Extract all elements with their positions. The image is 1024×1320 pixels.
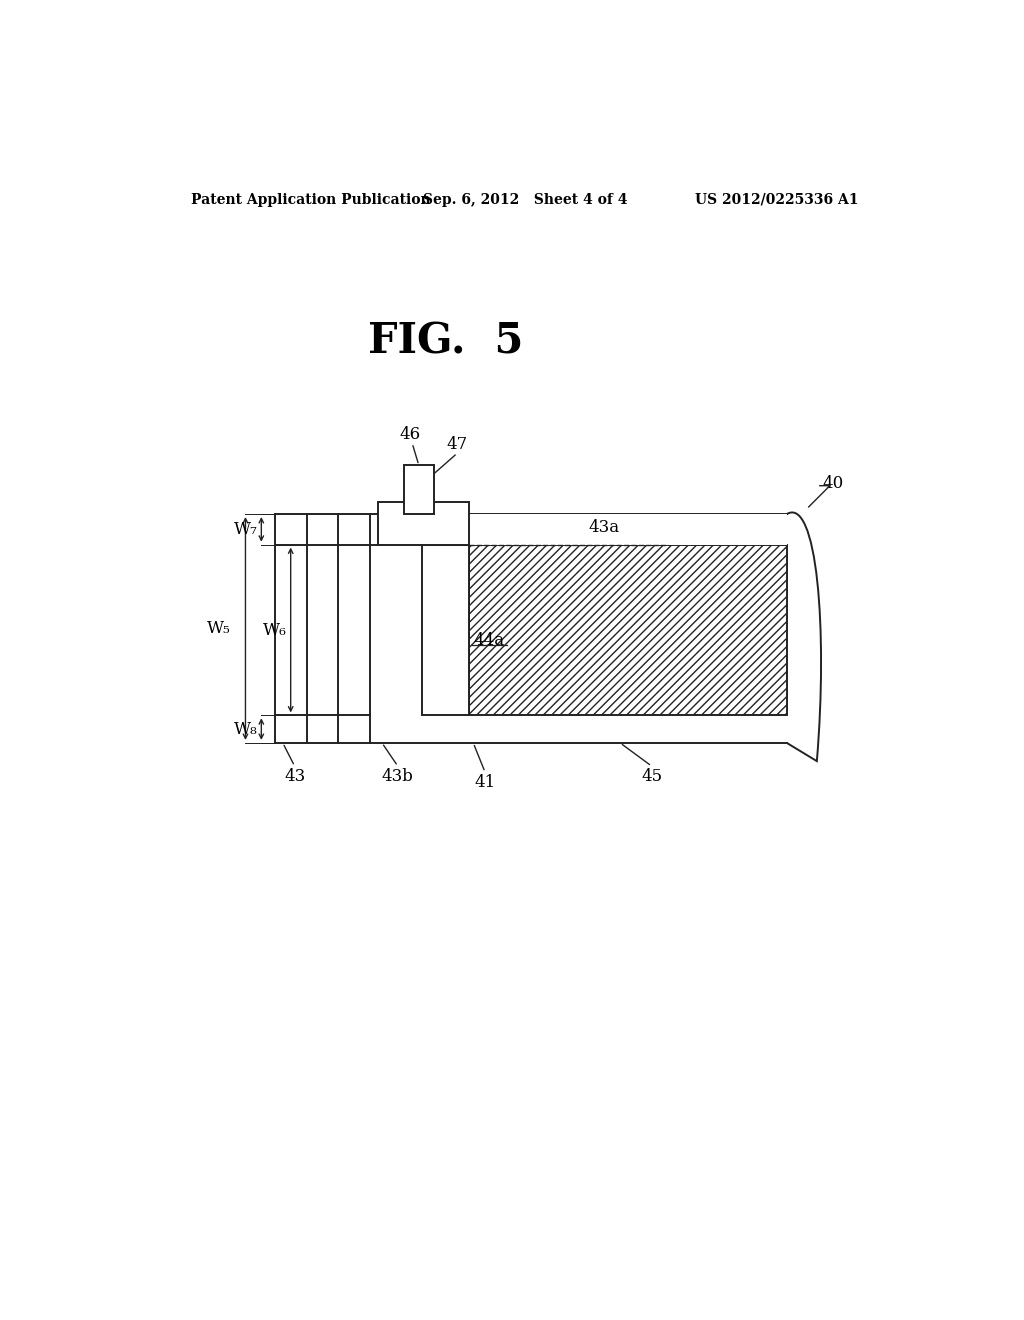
Text: W₈: W₈ (233, 721, 257, 738)
Text: US 2012/0225336 A1: US 2012/0225336 A1 (694, 193, 858, 207)
Text: FIG.  5: FIG. 5 (368, 321, 523, 363)
Text: W₇: W₇ (233, 521, 257, 537)
Text: 41: 41 (474, 775, 496, 791)
Text: Sep. 6, 2012   Sheet 4 of 4: Sep. 6, 2012 Sheet 4 of 4 (423, 193, 627, 207)
Text: Patent Application Publication: Patent Application Publication (191, 193, 431, 207)
Bar (404, 466, 433, 515)
Text: 47: 47 (446, 436, 468, 453)
Text: 43b: 43b (382, 768, 414, 785)
Text: 45: 45 (641, 768, 663, 785)
Bar (469, 513, 786, 545)
Text: 43: 43 (284, 768, 305, 785)
Text: W₆: W₆ (263, 622, 287, 639)
Text: 43a: 43a (588, 519, 620, 536)
Text: 44a: 44a (473, 632, 505, 648)
Bar (469, 545, 786, 715)
Bar (378, 502, 469, 545)
Text: 46: 46 (399, 426, 420, 444)
Text: W₅: W₅ (208, 620, 231, 638)
Bar (422, 545, 469, 715)
Text: 40: 40 (822, 475, 844, 492)
